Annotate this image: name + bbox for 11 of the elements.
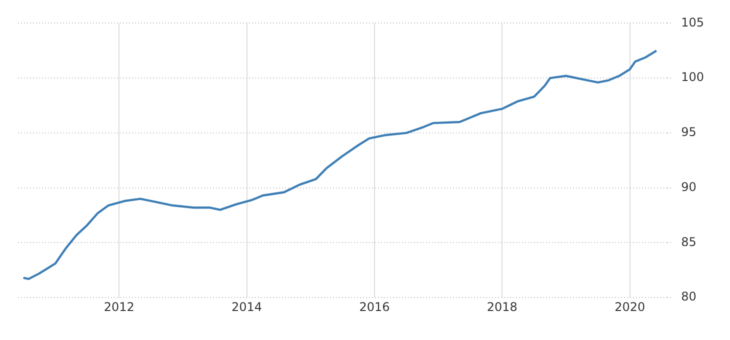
y-tick-label: 80 xyxy=(681,290,696,304)
x-tick-label: 2014 xyxy=(232,300,262,314)
x-tick-label: 2020 xyxy=(614,300,646,314)
x-tick-label: 2018 xyxy=(486,300,518,314)
y-tick-label: 85 xyxy=(681,234,696,249)
x-tick-label: 2012 xyxy=(104,300,134,314)
y-tick-label: 90 xyxy=(681,180,696,194)
y-tick-label: 95 xyxy=(681,125,696,140)
x-tick-label: 2016 xyxy=(359,300,390,314)
y-tick-label: 100 xyxy=(681,70,704,84)
y-tick-label: 105 xyxy=(681,15,704,30)
